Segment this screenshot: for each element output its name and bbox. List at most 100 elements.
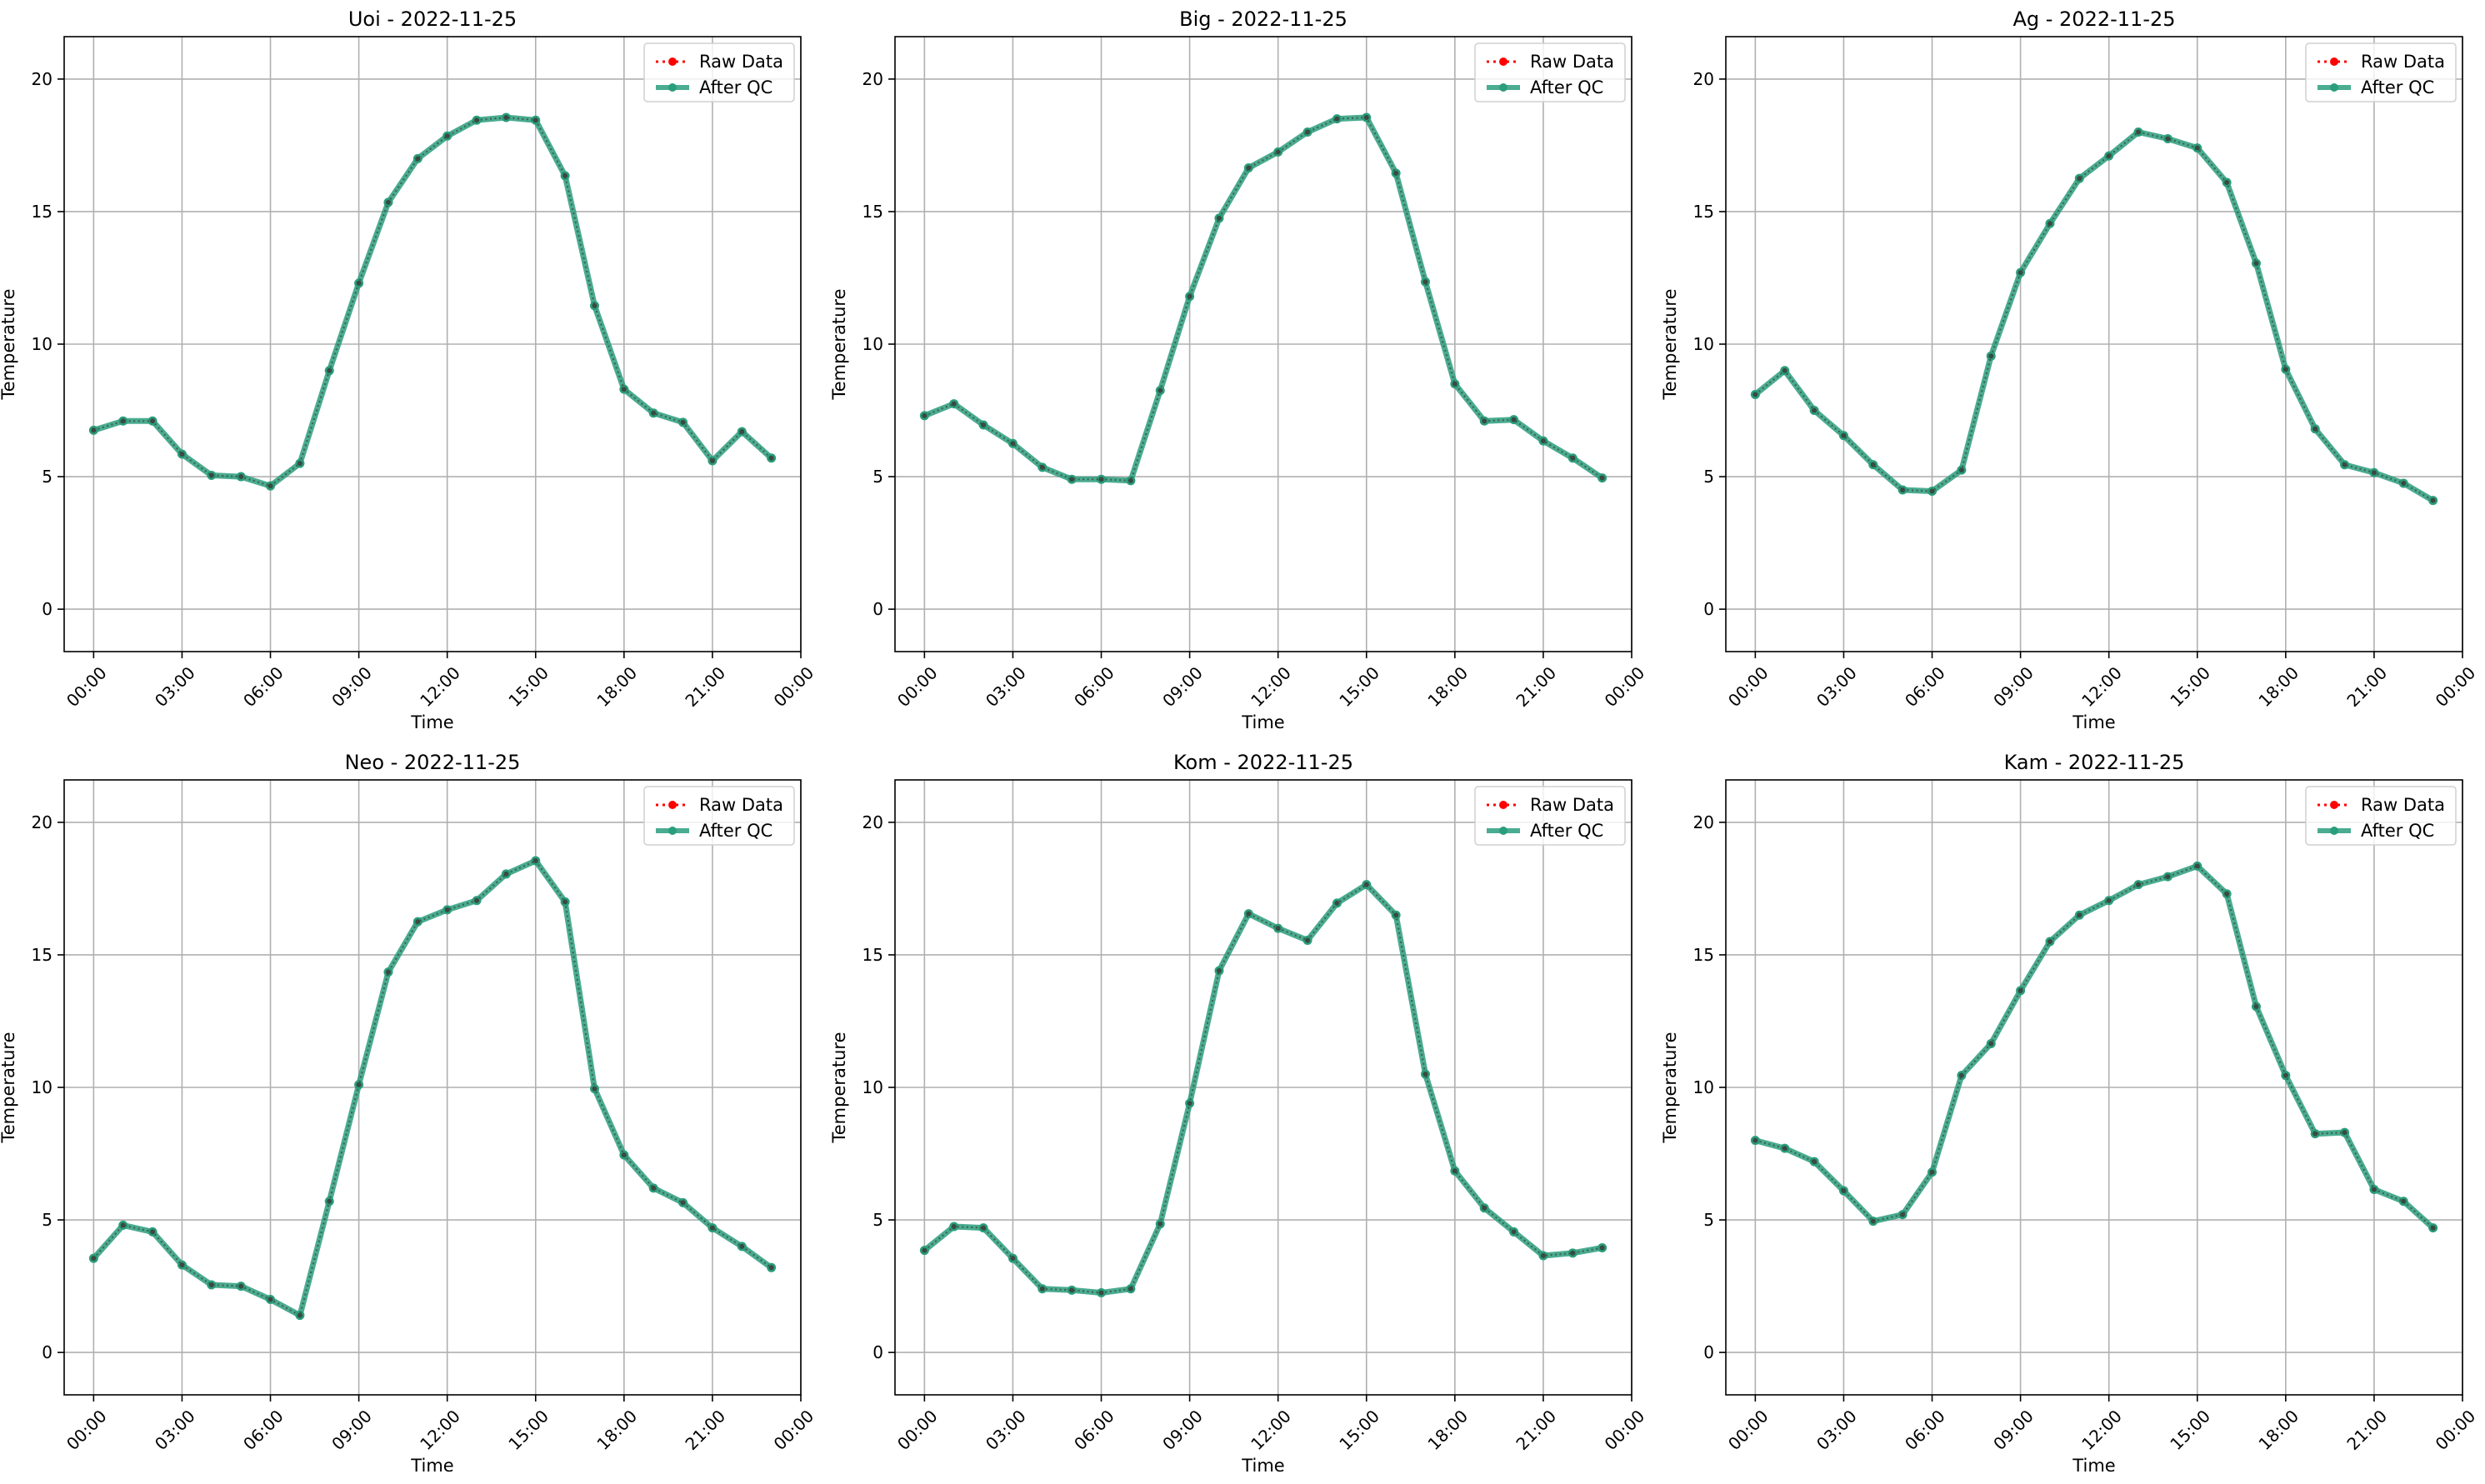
series-line-after-qc: [921, 114, 1606, 484]
data-point-raw-data: [1069, 477, 1075, 482]
data-point-raw-data: [1334, 900, 1340, 906]
data-point-raw-data: [1275, 926, 1281, 932]
legend: Raw Data After QC: [2305, 786, 2457, 846]
data-point-raw-data: [2018, 270, 2023, 276]
x-tick-label: 12:00: [416, 1406, 464, 1454]
x-tick-label: 18:00: [2254, 1406, 2302, 1454]
y-tick-label: 10: [32, 334, 52, 354]
y-tick-label: 5: [872, 1210, 883, 1230]
series-line-after-qc: [1752, 129, 2437, 504]
data-point-raw-data: [1511, 417, 1517, 422]
x-tick-label: 12:00: [2078, 662, 2126, 711]
data-point-raw-data: [444, 907, 450, 912]
data-point-raw-data: [415, 156, 421, 162]
data-point-raw-data: [1752, 392, 1758, 397]
series-line-raw-data: [92, 859, 772, 1317]
data-point-raw-data: [2047, 221, 2052, 227]
x-tick-label: 03:00: [982, 1406, 1030, 1454]
data-point-raw-data: [1841, 1188, 1847, 1194]
x-tick-label: 18:00: [1423, 662, 1472, 711]
data-point-raw-data: [2282, 367, 2288, 372]
x-tick-label: 00:00: [1601, 662, 1649, 711]
chart-title: Kom - 2022-11-25: [1173, 751, 1353, 774]
data-point-raw-data: [1098, 1290, 1104, 1296]
data-point-raw-data: [474, 117, 480, 123]
data-point-raw-data: [739, 428, 745, 434]
data-point-raw-data: [1958, 467, 1964, 473]
x-tick-label: 03:00: [151, 1406, 199, 1454]
data-point-raw-data: [621, 387, 627, 392]
data-point-raw-data: [1752, 1137, 1758, 1143]
data-point-raw-data: [562, 899, 568, 905]
chart-title: Neo - 2022-11-25: [345, 751, 521, 774]
x-tick-label: 00:00: [1724, 662, 1772, 711]
data-point-raw-data: [680, 1200, 686, 1206]
data-point-raw-data: [1246, 911, 1252, 917]
x-tick-label: 18:00: [592, 662, 641, 711]
x-tick-label: 09:00: [1158, 1406, 1207, 1454]
chart-panel-1: 00:00 03:00 06:00 09:00 12:00 15:00 18:00 21:00…: [0, 7, 818, 732]
data-point-raw-data: [651, 410, 657, 416]
y-axis-label: Temperature: [1660, 1032, 1680, 1143]
data-point-raw-data: [2165, 874, 2171, 880]
y-tick-label: 0: [42, 599, 52, 619]
y-tick-label: 15: [862, 945, 883, 965]
data-point-raw-data: [1540, 1252, 1546, 1258]
data-point-raw-data: [1363, 882, 1369, 887]
x-tick-label: 12:00: [2078, 1406, 2126, 1454]
plot-frame: [63, 36, 802, 652]
data-point-raw-data: [208, 472, 214, 478]
grid: [64, 37, 802, 652]
chart-panel-2: 00:00 03:00 06:00 09:00 12:00 15:00 18:00 21:00…: [829, 7, 1648, 732]
x-tick-label: 21:00: [681, 662, 729, 711]
x-tick-label: 06:00: [1070, 1406, 1118, 1454]
x-tick-label: 21:00: [2342, 1406, 2391, 1454]
x-tick-label: 00:00: [62, 662, 111, 711]
x-tick-label: 00:00: [770, 662, 818, 711]
x-axis-label: Time: [2072, 712, 2115, 732]
x-tick-label: 00:00: [1724, 1406, 1772, 1454]
x-tick-label: 18:00: [1423, 1406, 1472, 1454]
legend-marker-raw-data: [2330, 801, 2338, 809]
y-axis-label: Temperature: [829, 1032, 849, 1143]
legend-marker-after-qc: [1499, 827, 1508, 835]
legend-marker-after-qc: [2330, 83, 2338, 92]
data-point-raw-data: [2401, 1198, 2407, 1204]
data-point-raw-data: [120, 418, 126, 424]
y-tick-label: 0: [42, 1342, 52, 1362]
y-tick-label: 5: [1703, 467, 1714, 487]
data-point-raw-data: [709, 1225, 715, 1231]
data-point-raw-data: [1812, 407, 1818, 413]
data-point-raw-data: [2018, 987, 2023, 993]
x-tick-label: 12:00: [1247, 662, 1295, 711]
x-tick-label: 18:00: [592, 1406, 641, 1454]
x-tick-label: 06:00: [239, 662, 288, 711]
plot-frame: [1725, 36, 2463, 652]
data-point-raw-data: [2371, 470, 2377, 476]
plot-frame: [894, 36, 1632, 652]
data-point-raw-data: [268, 1297, 273, 1302]
plot-frame: [1725, 779, 2463, 1396]
x-tick-label: 06:00: [1901, 1406, 1949, 1454]
legend-label-raw-data: Raw Data: [699, 52, 783, 72]
x-tick-label: 06:00: [1901, 662, 1949, 711]
y-tick-label: 15: [862, 202, 883, 222]
y-tick-label: 10: [862, 334, 883, 354]
x-tick-label: 00:00: [2432, 1406, 2480, 1454]
x-tick-label: 00:00: [893, 662, 942, 711]
plot-frame: [63, 779, 802, 1396]
data-point-raw-data: [268, 483, 273, 489]
data-point-raw-data: [2253, 260, 2259, 266]
data-point-raw-data: [1422, 279, 1428, 285]
data-point-raw-data: [1870, 462, 1876, 467]
data-point-raw-data: [1216, 968, 1222, 974]
series-line-raw-data: [93, 116, 772, 487]
data-point-raw-data: [208, 1282, 214, 1287]
data-point-raw-data: [2194, 145, 2200, 151]
legend-label-after-qc: After QC: [2361, 821, 2434, 841]
data-point-raw-data: [150, 418, 156, 424]
series-line-after-qc: [921, 882, 1606, 1296]
data-point-raw-data: [2136, 129, 2142, 135]
chart-title: Uoi - 2022-11-25: [348, 7, 517, 31]
